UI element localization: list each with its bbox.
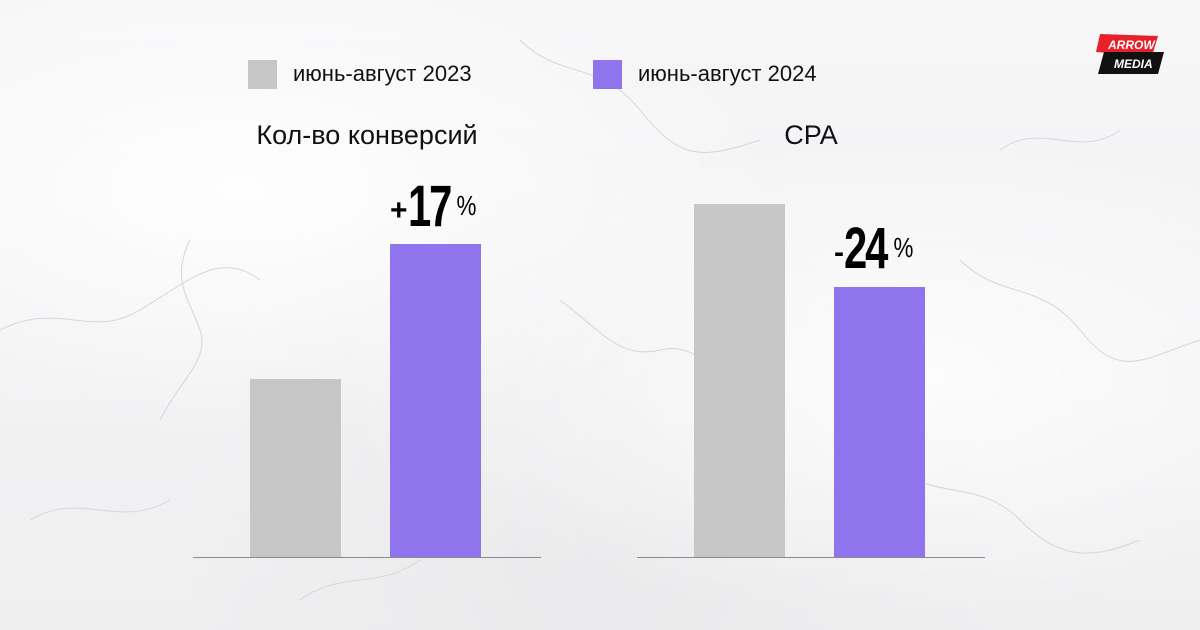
svg-text:MEDIA: MEDIA [1114,57,1153,71]
legend-swatch-2023 [248,59,277,89]
legend-label-2023: июнь-август 2023 [293,61,472,86]
bar-cpa-2023 [694,204,785,557]
x-axis-conversions [193,557,541,558]
legend-item-2024: июнь-август 2024 [593,58,817,90]
x-axis-cpa [637,557,985,558]
delta-label-cpa: - 24 % [834,216,913,281]
svg-text:ARROW: ARROW [1107,38,1156,52]
bar-conversions-2023 [250,379,341,557]
legend-item-2023: июнь-август 2023 [248,58,472,90]
bar-cpa-2024 [834,287,925,557]
legend-label-2024: июнь-август 2024 [638,61,817,86]
bar-conversions-2024 [390,244,481,557]
delta-label-conversions: + 17 % [390,174,477,239]
arrow-media-logo: ARROW MEDIA [1094,30,1184,78]
legend-swatch-2024 [593,59,622,89]
chart-title-conversions: Кол-во конверсий [256,120,478,150]
chart-title-cpa: CPA [784,120,838,150]
